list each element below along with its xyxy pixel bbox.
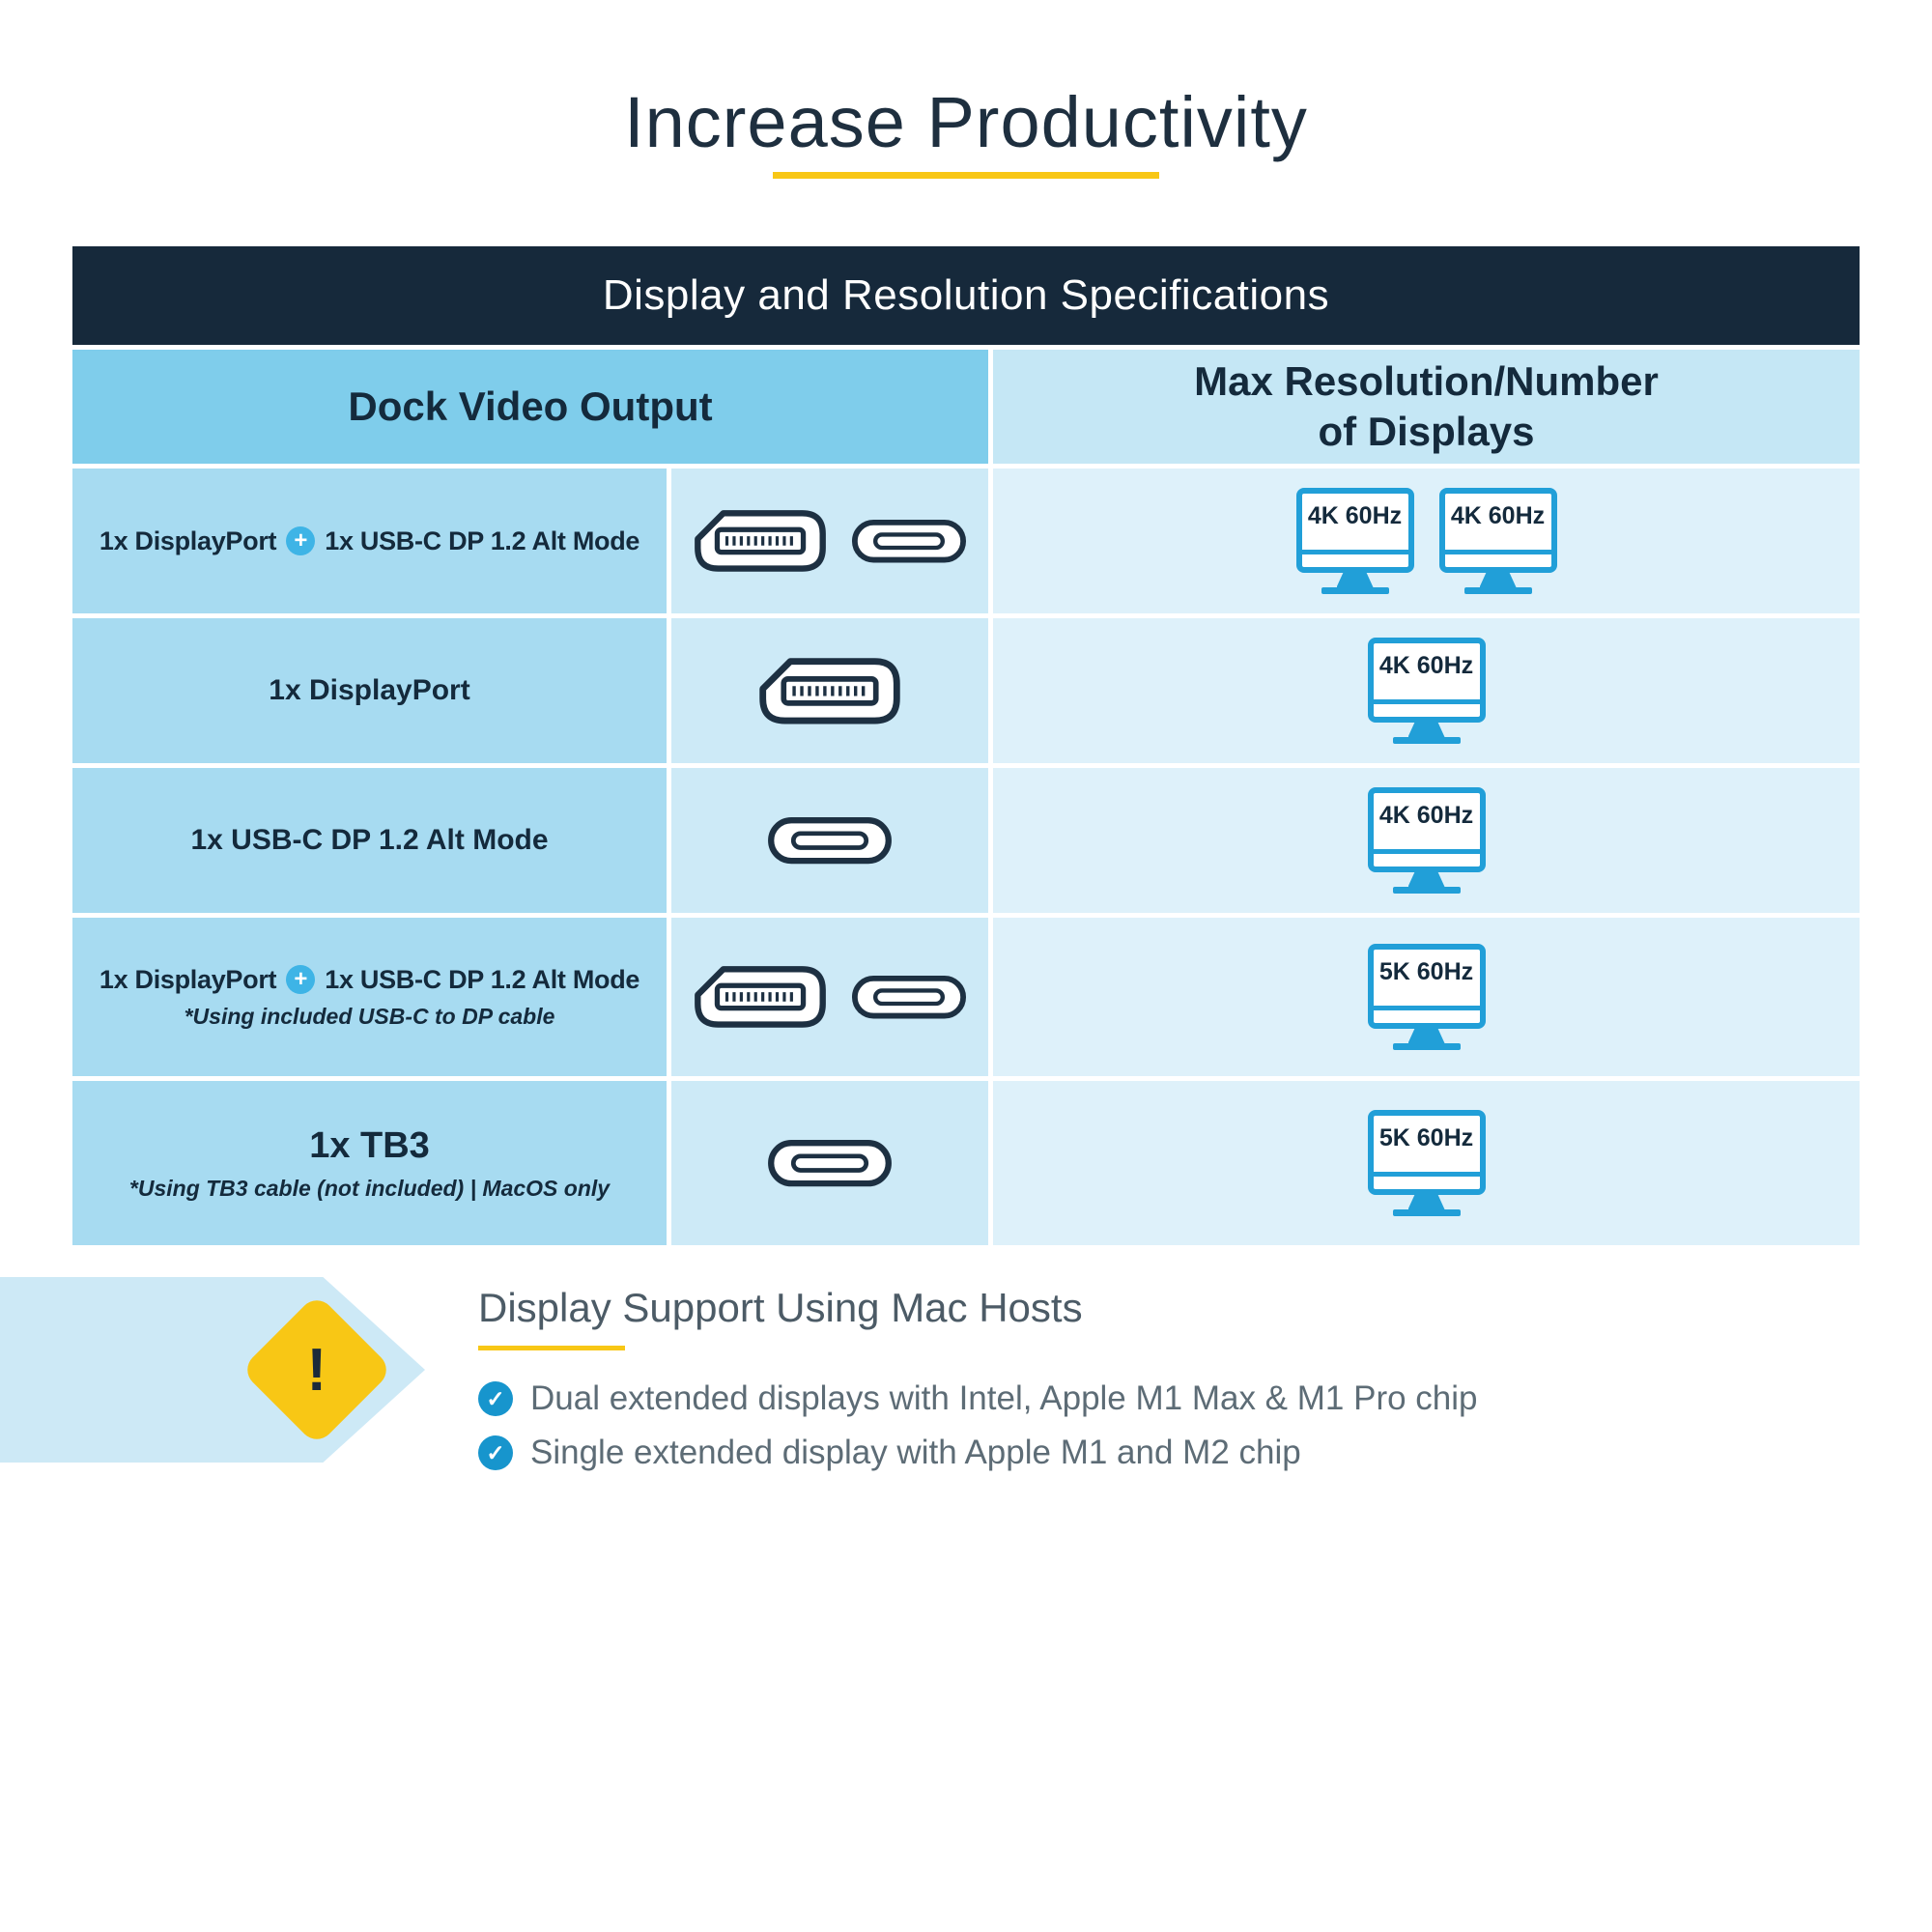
port-icons-cell (671, 1081, 988, 1245)
monitor-base (1392, 737, 1461, 744)
displayport-icon (693, 508, 828, 574)
dock-output-label: 1x TB3 (309, 1124, 430, 1166)
monitor-screen: 4K 60Hz (1367, 787, 1486, 872)
port-icons-cell (671, 469, 988, 613)
heading-underline (478, 1346, 625, 1350)
monitor-bezel-line (1444, 550, 1551, 554)
dock-output-label-cell: 1x DisplayPort + 1x USB-C DP 1.2 Alt Mod… (72, 469, 667, 613)
page-title: Increase Productivity (624, 82, 1308, 162)
monitor-stand (1407, 1029, 1445, 1043)
displayport-icon (693, 964, 828, 1030)
displays-cell: 4K 60Hz (993, 618, 1860, 763)
monitor-stand (1407, 1195, 1445, 1209)
monitor-icon: 4K 60Hz (1438, 488, 1557, 594)
dock-output-label: 1x DisplayPort (269, 674, 470, 706)
usb-c-icon (767, 816, 893, 865)
monitor-bezel-line (1301, 550, 1408, 554)
check-icon: ✓ (478, 1381, 513, 1416)
port-icons-cell (671, 768, 988, 913)
plus-icon: + (286, 965, 316, 994)
mac-hosts-heading: Display Support Using Mac Hosts (478, 1285, 1083, 1330)
displays-cell: 4K 60Hz (993, 768, 1860, 913)
table-column-headers: Dock Video Output Max Resolution/Number … (72, 350, 1860, 464)
monitor-base (1321, 587, 1389, 594)
resolution-label: 4K 60Hz (1450, 502, 1546, 529)
monitor-icon: 4K 60Hz (1367, 787, 1486, 894)
monitor-icon: 4K 60Hz (1367, 638, 1486, 744)
mac-hosts-bullets: ✓ Dual extended displays with Intel, App… (478, 1379, 1478, 1472)
dock-output-label-cell: 1x DisplayPort (72, 618, 667, 763)
monitor-base (1392, 1043, 1461, 1050)
bullet-text: Single extended display with Apple M1 an… (530, 1434, 1301, 1471)
displays-cell: 5K 60Hz (993, 1081, 1860, 1245)
resolution-label: 4K 60Hz (1307, 502, 1403, 529)
monitor-icon: 4K 60Hz (1295, 488, 1414, 594)
port-icons-cell (671, 918, 988, 1076)
bullet-text: Dual extended displays with Intel, Apple… (530, 1379, 1478, 1417)
table-title-bar: Display and Resolution Specifications (72, 246, 1860, 345)
monitor-base (1392, 1209, 1461, 1216)
resolution-label: 4K 60Hz (1378, 652, 1474, 679)
usb-c-icon (767, 1139, 893, 1187)
displayport-icon (757, 656, 902, 726)
dock-output-label-cell: 1x DisplayPort + 1x USB-C DP 1.2 Alt Mod… (72, 918, 667, 1076)
monitor-screen: 4K 60Hz (1438, 488, 1557, 573)
monitor-screen: 4K 60Hz (1367, 638, 1486, 723)
dock-output-label: 1x DisplayPort + 1x USB-C DP 1.2 Alt Mod… (99, 965, 639, 995)
title-underline (773, 172, 1159, 179)
spec-table: Display and Resolution Specifications Do… (72, 246, 1860, 1245)
monitor-stand (1479, 573, 1517, 587)
monitor-bezel-line (1373, 699, 1480, 704)
monitor-screen: 5K 60Hz (1367, 1110, 1486, 1195)
monitor-bezel-line (1373, 849, 1480, 854)
port-icons-cell (671, 618, 988, 763)
mac-host-support-section: Display Support Using Mac Hosts ✓ Dual e… (478, 1285, 1478, 1472)
monitor-screen: 5K 60Hz (1367, 944, 1486, 1029)
table-row: 1x TB3 *Using TB3 cable (not included) |… (72, 1081, 1860, 1245)
monitor-screen: 4K 60Hz (1295, 488, 1414, 573)
port-label: 1x USB-C DP 1.2 Alt Mode (325, 526, 640, 555)
dock-output-note: *Using included USB-C to DP cable (184, 1003, 555, 1029)
column-header-max-resolution-line2: of Displays (1318, 409, 1535, 454)
usb-c-icon (851, 519, 967, 563)
resolution-label: 4K 60Hz (1378, 802, 1474, 829)
check-icon: ✓ (478, 1435, 513, 1470)
column-header-max-resolution: Max Resolution/Number of Displays (993, 350, 1860, 464)
monitor-bezel-line (1373, 1172, 1480, 1177)
port-label: 1x DisplayPort (99, 964, 277, 994)
table-row: 1x DisplayPort + 1x USB-C DP 1.2 Alt Mod… (72, 918, 1860, 1076)
plus-icon: + (286, 526, 316, 555)
resolution-label: 5K 60Hz (1378, 958, 1474, 985)
usb-c-icon (851, 975, 967, 1019)
monitor-stand (1336, 573, 1374, 587)
table-row: 1x DisplayPort 4K 60Hz (72, 618, 1860, 763)
column-header-dock-video-output: Dock Video Output (72, 350, 988, 464)
table-row: 1x DisplayPort + 1x USB-C DP 1.2 Alt Mod… (72, 469, 1860, 613)
monitor-icon: 5K 60Hz (1367, 944, 1486, 1050)
monitor-stand (1407, 723, 1445, 737)
dock-output-note: *Using TB3 cable (not included) | MacOS … (128, 1175, 611, 1201)
table-row: 1x USB-C DP 1.2 Alt Mode 4K 60Hz (72, 768, 1860, 913)
port-label: 1x USB-C DP 1.2 Alt Mode (325, 964, 640, 994)
monitor-stand (1407, 872, 1445, 887)
list-item: ✓ Single extended display with Apple M1 … (478, 1434, 1478, 1472)
monitor-icon: 5K 60Hz (1367, 1110, 1486, 1216)
dock-output-label-cell: 1x USB-C DP 1.2 Alt Mode (72, 768, 667, 913)
column-header-max-resolution-line1: Max Resolution/Number (1194, 357, 1659, 404)
dock-output-label: 1x USB-C DP 1.2 Alt Mode (190, 824, 549, 856)
displays-cell: 4K 60Hz 4K 60Hz (993, 469, 1860, 613)
resolution-label: 5K 60Hz (1378, 1124, 1474, 1151)
dock-output-label-cell: 1x TB3 *Using TB3 cable (not included) |… (72, 1081, 667, 1245)
monitor-bezel-line (1373, 1006, 1480, 1010)
displays-cell: 5K 60Hz (993, 918, 1860, 1076)
port-label: 1x DisplayPort (99, 526, 277, 555)
monitor-base (1463, 587, 1532, 594)
list-item: ✓ Dual extended displays with Intel, App… (478, 1379, 1478, 1418)
monitor-base (1392, 887, 1461, 894)
exclamation-mark: ! (306, 1336, 327, 1404)
dock-output-label: 1x DisplayPort + 1x USB-C DP 1.2 Alt Mod… (99, 526, 639, 556)
